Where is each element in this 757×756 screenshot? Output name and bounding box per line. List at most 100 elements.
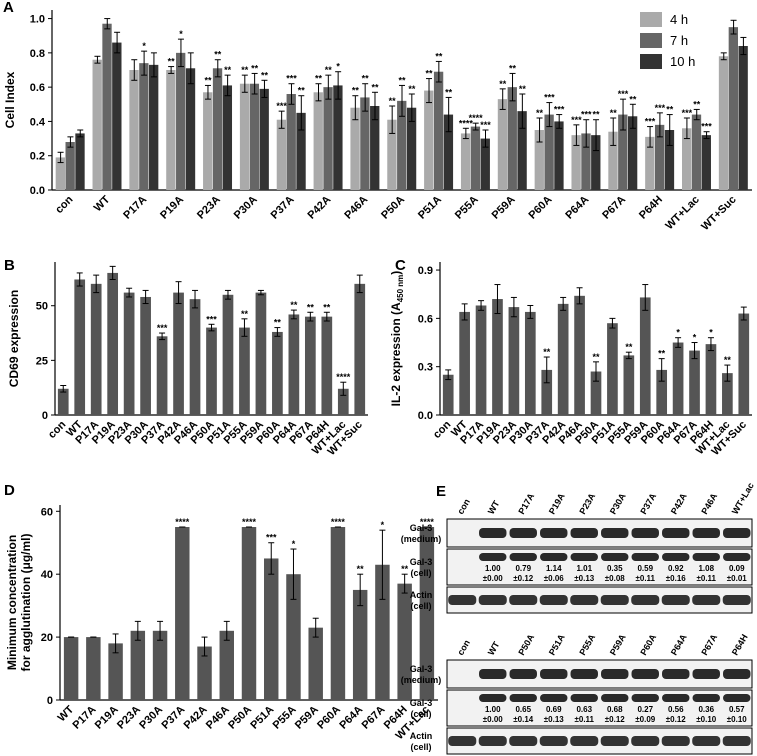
y-axis-label: for agglutination (μg/ml) <box>19 534 33 672</box>
error-bar <box>609 317 616 329</box>
bar <box>442 374 454 415</box>
quant-mean: 0.36 <box>698 705 714 714</box>
x-tick-label: P51A <box>248 704 276 732</box>
bar <box>433 71 444 190</box>
error-bar <box>340 381 347 396</box>
bar <box>639 297 651 415</box>
y-axis-label: Minimum concentration <box>5 535 19 670</box>
significance-label: ** <box>426 69 434 79</box>
significance-label: *** <box>581 110 592 120</box>
significance-label: ** <box>214 50 222 60</box>
lane-label: P37A <box>638 491 658 516</box>
error-bar <box>445 96 452 133</box>
quant-sd: ±0.11 <box>574 715 594 724</box>
bar <box>308 627 323 700</box>
panel-label: D <box>4 482 15 499</box>
error-bar <box>290 309 297 320</box>
quant-sd: ±0.06 <box>544 574 565 583</box>
band <box>539 595 568 605</box>
band <box>570 528 598 538</box>
y-tick-label: 0.6 <box>418 313 433 325</box>
bar <box>333 85 343 190</box>
quant-sd: ±0.08 <box>605 574 626 583</box>
x-tick-label: P30A <box>232 194 260 222</box>
error-bar <box>142 289 149 305</box>
error-bar <box>241 74 248 93</box>
error-bar <box>556 114 563 129</box>
bar <box>387 119 397 190</box>
band <box>692 528 720 538</box>
bar <box>288 314 300 415</box>
band <box>723 669 751 679</box>
bar <box>623 355 635 415</box>
significance-label: ** <box>401 564 409 574</box>
error-bar <box>109 265 116 280</box>
bar <box>74 279 86 415</box>
bar <box>608 131 618 190</box>
error-bar <box>290 548 297 600</box>
significance-label: ** <box>371 82 379 92</box>
error-bar <box>141 50 148 76</box>
quant-mean: 0.35 <box>607 564 623 573</box>
lane-label: P51A <box>547 632 567 657</box>
quant-mean: 0.59 <box>637 564 653 573</box>
bar <box>397 100 407 190</box>
error-bar <box>261 79 268 98</box>
error-bar <box>114 31 121 54</box>
x-tick-label: P46A <box>204 704 232 732</box>
bar <box>321 316 333 415</box>
error-bar <box>177 38 184 68</box>
error-bar <box>112 633 119 654</box>
y-tick-label: 0.6 <box>30 82 45 94</box>
quant-sd: ±0.09 <box>635 715 656 724</box>
x-tick-label: P64A <box>563 194 591 222</box>
bar <box>241 527 257 700</box>
quant-mean: 1.00 <box>485 705 501 714</box>
bar <box>571 135 581 190</box>
y-tick-label: 40 <box>41 569 53 581</box>
error-bar <box>312 617 319 638</box>
bar <box>185 68 196 190</box>
band <box>723 694 751 702</box>
lane-label: P64A <box>669 632 689 657</box>
significance-label: * <box>709 328 713 338</box>
error-bar <box>357 573 364 607</box>
bar <box>618 114 628 190</box>
bar <box>63 637 79 700</box>
bar <box>222 85 233 190</box>
error-bar <box>192 289 199 309</box>
band <box>631 553 659 561</box>
row-label: (cell) <box>410 709 431 719</box>
bar <box>728 27 738 191</box>
significance-label: ** <box>629 94 637 104</box>
bar <box>239 83 250 190</box>
significance-label: * <box>142 41 146 51</box>
bar <box>57 388 69 415</box>
error-bar <box>157 620 164 641</box>
band <box>570 669 598 679</box>
x-tick-label: P64A <box>337 704 365 732</box>
band <box>509 553 537 561</box>
quant-sd: ±0.11 <box>635 574 655 583</box>
lane-label: P55A <box>577 632 597 657</box>
x-tick-label: P23A <box>195 194 223 222</box>
bar <box>75 133 85 190</box>
significance-label: **** <box>331 517 346 527</box>
x-tick-label: WT <box>92 193 113 214</box>
x-tick-label: P59A <box>490 194 518 222</box>
x-tick-label: WT+Suc <box>699 194 738 233</box>
significance-label: * <box>336 62 340 72</box>
row-label: (cell) <box>410 568 431 578</box>
y-axis-label: CD69 expression <box>7 290 21 387</box>
error-bar <box>720 52 727 61</box>
error-bar <box>214 59 221 78</box>
bar <box>554 121 564 190</box>
band <box>478 736 507 746</box>
bar <box>574 295 585 415</box>
bar <box>627 116 638 190</box>
error-bar <box>223 620 230 641</box>
panel-label: A <box>3 0 14 16</box>
significance-label: ** <box>693 99 701 109</box>
error-bar <box>371 91 378 121</box>
